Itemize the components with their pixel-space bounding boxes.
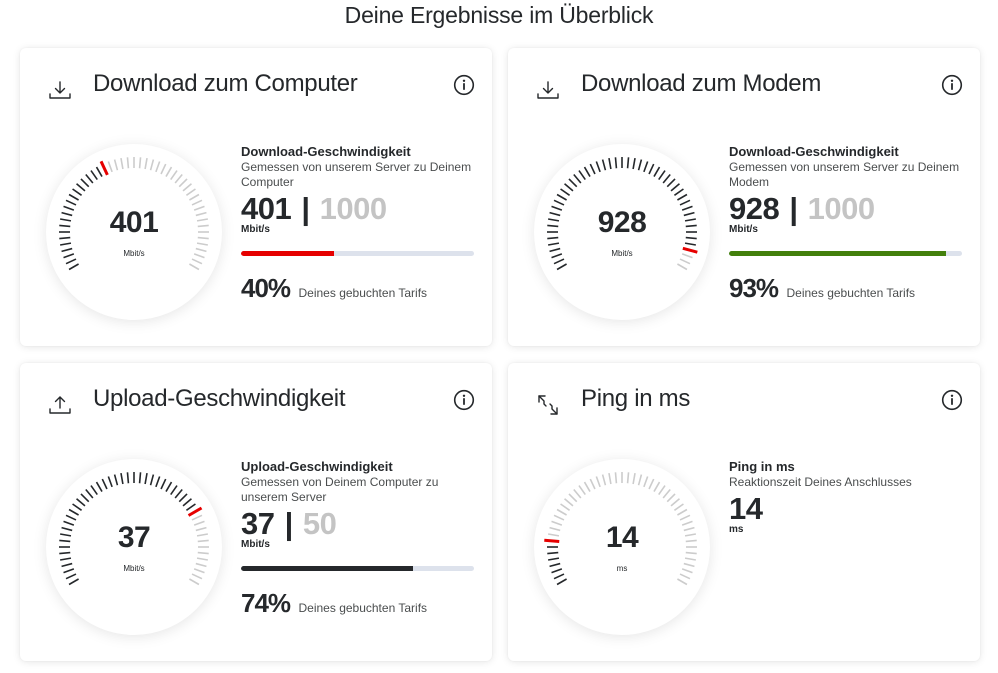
details-panel: Upload-Geschwindigkeit Gemessen von Dein…	[241, 459, 474, 619]
progress-fill	[241, 566, 414, 571]
card-title: Upload-Geschwindigkeit	[93, 385, 346, 412]
separator: |	[789, 191, 798, 226]
details-description: Gemessen von unserem Server zu Deinem Co…	[241, 160, 472, 189]
separator: |	[284, 506, 294, 541]
info-icon[interactable]	[941, 74, 963, 96]
gauge-value: 928	[597, 206, 647, 239]
ping-value-row: 14	[729, 493, 962, 525]
percent-row: 40% Deines gebuchten Tarifs	[241, 273, 474, 304]
measured-value: 37	[241, 506, 275, 541]
progress-fill	[241, 251, 335, 256]
measured-value: 928	[729, 191, 780, 226]
card-title: Ping in ms	[581, 385, 691, 412]
gauge-value: 37	[117, 521, 151, 554]
ping-arrows-icon	[538, 395, 558, 415]
gauge-ticks	[547, 157, 698, 271]
measured-value: 14	[729, 491, 763, 526]
gauge-unit: Mbit/s	[123, 249, 145, 258]
download-icon	[537, 81, 559, 99]
gauge-ticks	[544, 472, 697, 586]
speed-value-row: 928 | 1000	[729, 193, 962, 225]
card-header: Download zum Modem	[508, 48, 980, 128]
details-title: Upload-Geschwindigkeit	[241, 459, 393, 474]
speed-gauge: 928 Mbit/s	[534, 144, 710, 320]
details-description: Reaktionszeit Deines Anschlusses	[729, 475, 912, 489]
details-title: Download-Geschwindigkeit	[729, 144, 899, 159]
percent-value: 74%	[241, 588, 291, 618]
card-ping: Ping in ms 14 ms Ping in ms Reaktionszei…	[508, 363, 980, 661]
details-panel: Ping in ms Reaktionszeit Deines Anschlus…	[729, 459, 962, 535]
card-header: Upload-Geschwindigkeit	[20, 363, 492, 443]
gauge-unit: ms	[616, 564, 628, 573]
gauge-value: 401	[109, 206, 159, 239]
page-title: Deine Ergebnisse im Überblick	[344, 2, 654, 28]
progress-fill	[729, 251, 946, 256]
max-value: 1000	[319, 191, 387, 226]
gauge-unit: Mbit/s	[611, 249, 633, 258]
speed-gauge: 401 Mbit/s	[46, 144, 222, 320]
max-value: 50	[302, 506, 337, 541]
card-header: Download zum Computer	[20, 48, 492, 128]
info-icon[interactable]	[941, 389, 963, 411]
measured-value: 401	[241, 191, 292, 226]
percent-value: 40%	[241, 273, 291, 303]
gauge-ticks	[59, 472, 209, 586]
card-title: Download zum Computer	[93, 70, 358, 97]
percent-value: 93%	[729, 273, 779, 303]
details-title: Ping in ms	[729, 459, 795, 474]
percent-label: Deines gebuchten Tarifs	[786, 286, 916, 300]
speed-value-row: 401 | 1000	[241, 193, 474, 225]
speed-value-row: 37 | 50	[241, 508, 474, 540]
progress-bar	[241, 251, 474, 256]
gauge-ticks	[59, 157, 209, 271]
card-download-computer: Download zum Computer 401 Mbit/s Downloa…	[20, 48, 492, 346]
ping-gauge: 14 ms	[534, 459, 710, 635]
upload-icon	[49, 396, 71, 414]
card-download-modem: Download zum Modem 928 Mbit/s Download-G…	[508, 48, 980, 346]
percent-label: Deines gebuchten Tarifs	[298, 286, 428, 300]
card-upload: Upload-Geschwindigkeit 37 Mbit/s Upload-…	[20, 363, 492, 661]
speed-unit: Mbit/s	[241, 539, 270, 550]
progress-bar	[241, 566, 474, 571]
separator: |	[301, 191, 310, 226]
speed-unit: Mbit/s	[729, 224, 758, 235]
speed-unit: Mbit/s	[241, 224, 270, 235]
speed-gauge: 37 Mbit/s	[46, 459, 222, 635]
card-header: Ping in ms	[508, 363, 980, 443]
gauge-value: 14	[605, 521, 639, 554]
max-value: 1000	[807, 191, 875, 226]
info-icon[interactable]	[453, 74, 475, 96]
percent-label: Deines gebuchten Tarifs	[298, 601, 428, 615]
percent-row: 93% Deines gebuchten Tarifs	[729, 273, 962, 304]
details-description: Gemessen von Deinem Computer zu unserem …	[241, 475, 439, 504]
card-title: Download zum Modem	[581, 70, 822, 97]
download-icon	[49, 81, 71, 99]
gauge-unit: Mbit/s	[123, 564, 145, 573]
progress-bar	[729, 251, 962, 256]
details-description: Gemessen von unserem Server zu Deinem Mo…	[729, 160, 960, 189]
details-panel: Download-Geschwindigkeit Gemessen von un…	[729, 144, 962, 304]
details-panel: Download-Geschwindigkeit Gemessen von un…	[241, 144, 474, 304]
info-icon[interactable]	[453, 389, 475, 411]
percent-row: 74% Deines gebuchten Tarifs	[241, 588, 474, 619]
ping-unit: ms	[729, 524, 744, 535]
details-title: Download-Geschwindigkeit	[241, 144, 411, 159]
